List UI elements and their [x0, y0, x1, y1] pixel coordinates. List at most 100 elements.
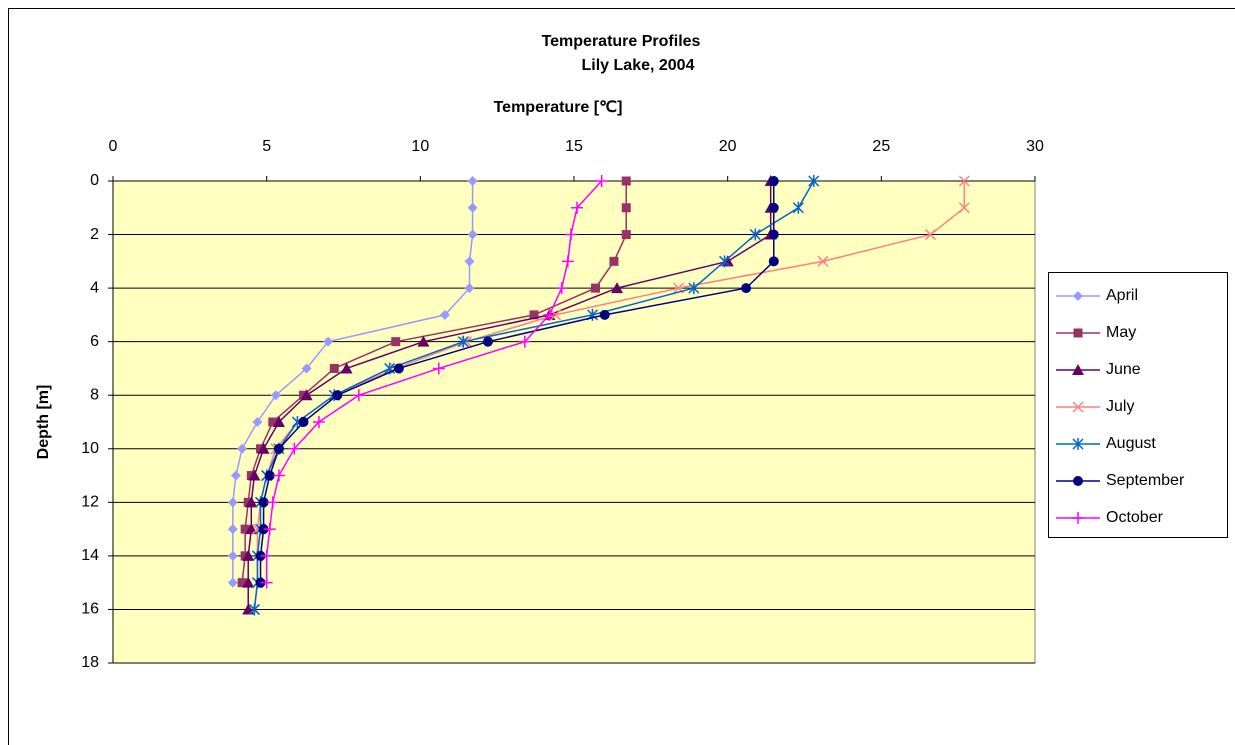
series-line	[265, 180, 603, 583]
data-point	[621, 203, 631, 213]
data-point	[227, 550, 238, 561]
data-point	[255, 577, 266, 588]
data-point	[264, 470, 275, 481]
data-point	[808, 175, 820, 187]
data-point	[393, 363, 404, 374]
x-tick-label: 5	[262, 138, 271, 155]
data-point	[719, 255, 731, 268]
data-point	[227, 577, 238, 588]
x-tick-label: 15	[565, 138, 583, 155]
data-point	[529, 310, 539, 320]
data-point	[260, 576, 273, 589]
data-point	[248, 603, 260, 616]
data-point	[258, 497, 269, 508]
legend-label: September	[1106, 472, 1185, 489]
legend-label: April	[1106, 287, 1138, 304]
data-point	[611, 282, 624, 294]
data-point	[958, 175, 970, 187]
data-point	[467, 202, 478, 213]
series-line	[241, 181, 627, 583]
data-point	[958, 202, 970, 214]
data-point	[252, 417, 263, 427]
data-point	[688, 282, 700, 295]
data-point	[273, 443, 284, 454]
y-tick-label: 0	[90, 172, 99, 189]
data-point	[561, 255, 574, 268]
legend-marker	[1072, 512, 1084, 524]
plot-area	[112, 180, 1036, 664]
data-point	[288, 442, 301, 455]
data-point	[242, 576, 255, 588]
data-point	[242, 549, 255, 561]
data-point	[792, 201, 804, 214]
series-line	[259, 181, 775, 583]
data-point	[329, 363, 339, 373]
data-point	[768, 256, 779, 267]
legend-label: October	[1106, 509, 1164, 526]
data-point	[255, 550, 266, 561]
data-point	[482, 336, 493, 347]
data-point	[467, 229, 478, 240]
legend-marker	[1072, 438, 1084, 450]
y-tick-label: 16	[81, 601, 99, 618]
data-point	[237, 578, 247, 588]
data-point	[564, 228, 577, 241]
data-point	[268, 417, 278, 427]
data-point	[272, 469, 285, 482]
data-point	[518, 335, 531, 348]
x-tick-label: 20	[719, 138, 737, 155]
legend-marker	[1073, 291, 1083, 301]
legend-marker	[1073, 328, 1083, 338]
data-point	[817, 255, 829, 267]
legend-marker	[1072, 364, 1084, 375]
legend-label: July	[1106, 398, 1134, 415]
data-point	[550, 309, 562, 321]
legend-label: August	[1106, 435, 1156, 452]
data-point	[464, 283, 475, 294]
data-point	[457, 335, 469, 348]
data-point	[621, 230, 631, 240]
x-tick-label: 10	[411, 138, 429, 155]
data-point	[555, 282, 568, 295]
data-point	[768, 176, 779, 186]
chart-subtitle: Lily Lake, 2004	[582, 57, 695, 74]
data-point	[467, 176, 478, 186]
chart-title: Temperature Profiles	[542, 33, 701, 50]
legend	[1048, 272, 1228, 538]
data-point	[924, 229, 937, 241]
data-point	[266, 496, 279, 509]
data-point	[301, 363, 312, 374]
data-point	[595, 175, 608, 187]
data-point	[227, 497, 238, 508]
data-point	[298, 417, 309, 427]
data-point	[464, 256, 475, 267]
y-tick-label: 2	[90, 226, 99, 243]
data-point	[332, 390, 343, 401]
x-axis-label: Temperature [℃]	[494, 99, 623, 116]
data-point	[609, 256, 619, 266]
legend-marker	[1073, 476, 1083, 486]
y-tick-label: 12	[81, 494, 99, 511]
y-tick-label: 4	[90, 279, 99, 296]
data-point	[591, 283, 601, 293]
data-point	[417, 335, 430, 347]
y-tick-label: 6	[90, 333, 99, 350]
data-point	[227, 524, 238, 535]
data-point	[272, 416, 285, 427]
y-tick-label: 14	[81, 547, 99, 564]
y-tick-label: 10	[81, 440, 99, 457]
data-point	[543, 308, 556, 321]
legend-label: May	[1106, 324, 1136, 341]
data-point	[260, 549, 273, 562]
data-point	[300, 389, 313, 401]
data-point	[439, 309, 450, 320]
y-tick-label: 18	[81, 654, 99, 671]
data-point	[248, 469, 261, 481]
data-point	[263, 523, 276, 536]
y-axis-label: Depth [m]	[35, 385, 52, 460]
x-tick-label: 30	[1026, 138, 1044, 155]
data-point	[749, 228, 761, 241]
legend-label: June	[1106, 361, 1141, 378]
data-point	[391, 337, 401, 347]
series-line	[232, 181, 474, 583]
